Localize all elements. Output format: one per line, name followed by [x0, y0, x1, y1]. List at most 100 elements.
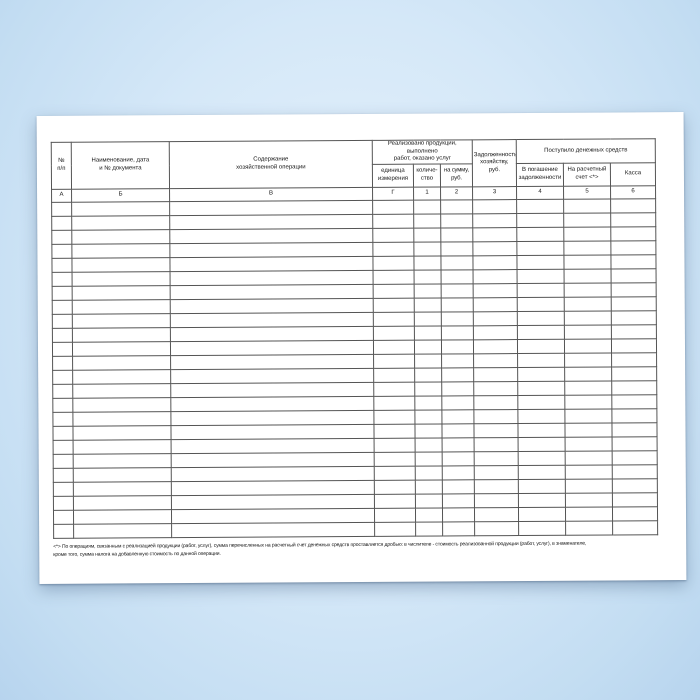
table-cell [564, 366, 612, 381]
table-cell [610, 226, 656, 241]
table-cell [72, 383, 171, 398]
table-cell [373, 423, 416, 438]
table-cell [441, 423, 475, 438]
code-cell: В [169, 186, 373, 202]
table-cell [414, 297, 442, 312]
table-cell [441, 353, 474, 368]
table-cell [441, 367, 474, 382]
table-cell [517, 380, 565, 396]
table-cell [170, 311, 374, 328]
table-cell [171, 493, 375, 510]
table-cell [472, 241, 517, 256]
code-cell: 3 [472, 186, 517, 200]
table-cell [612, 464, 658, 479]
table-cell [518, 506, 566, 522]
table-cell [474, 493, 519, 508]
table-cell [516, 254, 565, 270]
table-cell [72, 313, 171, 328]
col-header-document: Наименование, дата и № документа [71, 141, 170, 189]
table-cell [612, 506, 658, 521]
table-cell [517, 408, 565, 424]
table-cell [170, 339, 374, 356]
table-cell [415, 493, 443, 508]
table-cell [51, 215, 72, 230]
table-cell [52, 299, 73, 314]
table-cell [72, 425, 172, 440]
table-cell [73, 481, 172, 496]
table-cell [518, 520, 566, 536]
table-cell [52, 425, 74, 440]
table-cell [565, 450, 613, 465]
table-cell [442, 493, 475, 508]
table-cell [71, 201, 170, 216]
table-cell [72, 397, 171, 412]
table-cell [374, 465, 416, 480]
table-cell [441, 269, 474, 284]
code-cell: 6 [610, 185, 656, 199]
table-cell [564, 380, 612, 395]
table-cell [441, 311, 474, 326]
table-cell [516, 226, 564, 242]
table-cell [169, 255, 374, 272]
table-cell [440, 227, 473, 242]
table-cell [516, 198, 564, 214]
table-cell [564, 408, 612, 423]
table-cell [518, 450, 566, 466]
table-cell [472, 255, 518, 270]
table-cell [52, 383, 73, 398]
table-cell [373, 311, 415, 326]
table-cell [414, 353, 442, 368]
table-cell [373, 367, 415, 382]
table-cell [517, 296, 565, 312]
table-cell [517, 324, 565, 340]
table-cell [52, 271, 73, 286]
table-cell [73, 439, 172, 454]
table-cell [612, 436, 658, 451]
table-cell [472, 199, 517, 214]
table-cell [52, 313, 73, 328]
table-row [53, 520, 658, 538]
table-cell [374, 437, 416, 452]
table-cell [474, 465, 519, 480]
table-cell [611, 296, 657, 311]
table-cell [565, 436, 613, 451]
document-sheet: № п/п Наименование, дата и № документа С… [36, 112, 687, 584]
table-cell [170, 325, 374, 342]
table-cell [72, 411, 171, 426]
col-header-unit: единица измерения [372, 163, 414, 187]
table-cell [517, 268, 565, 284]
table-cell [563, 240, 611, 255]
table-cell [52, 355, 73, 370]
table-cell [415, 451, 443, 466]
table-cell [611, 422, 658, 437]
table-cell [52, 341, 73, 356]
table-cell [171, 507, 375, 524]
table-cell [611, 324, 657, 339]
table-cell [414, 283, 442, 298]
table-cell [374, 507, 416, 522]
table-cell [413, 227, 441, 242]
table-cell [564, 324, 612, 339]
table-cell [610, 212, 656, 227]
table-cell [415, 507, 443, 522]
table-cell [52, 369, 73, 384]
table-cell [516, 212, 564, 228]
table-cell [610, 198, 656, 213]
table-cell [473, 297, 518, 312]
table-cell [72, 341, 171, 356]
table-cell [612, 450, 658, 465]
table-cell [473, 381, 518, 396]
col-header-amount: на сумму, руб. [440, 163, 473, 187]
table-cell [171, 437, 375, 454]
table-cell [372, 227, 414, 242]
table-cell [442, 521, 475, 536]
table-cell [52, 285, 73, 300]
table-cell [53, 439, 74, 454]
table-cell [517, 366, 565, 382]
table-cell [473, 353, 518, 368]
table-cell [473, 367, 518, 382]
ledger-form-table: № п/п Наименование, дата и № документа С… [51, 138, 658, 538]
table-cell [518, 464, 566, 480]
table-cell [170, 367, 374, 384]
table-cell [518, 478, 566, 494]
